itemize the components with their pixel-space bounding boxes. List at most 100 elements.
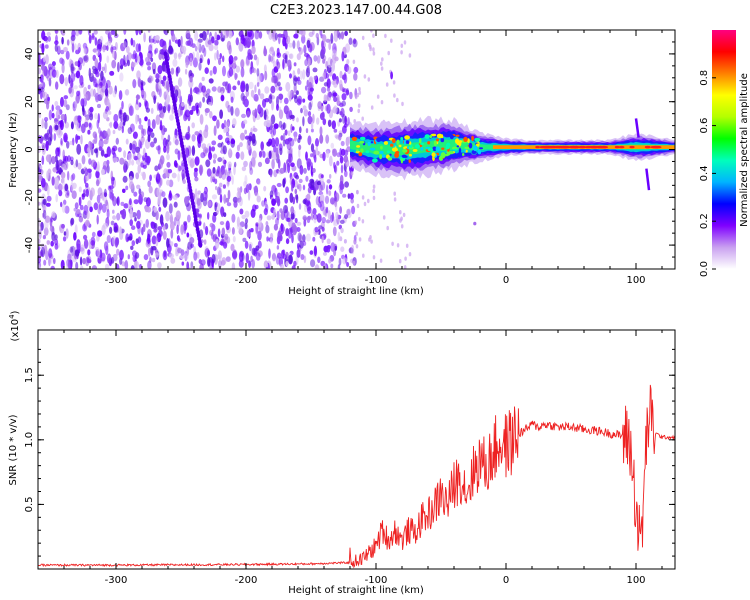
noise-dot — [90, 240, 95, 246]
band-blotch — [427, 141, 431, 145]
noise-dot — [181, 261, 185, 266]
colorbar-label: Normalized spectral amplitude — [739, 73, 750, 227]
noise-dot — [171, 172, 177, 179]
noise-dot — [288, 94, 292, 102]
noise-dot — [326, 219, 331, 224]
noise-dot — [62, 149, 65, 160]
noise-dot — [54, 30, 58, 34]
x-tick-label: 0 — [503, 275, 509, 286]
noise-dot — [181, 45, 187, 53]
noise-dot — [342, 257, 348, 265]
noise-dot — [391, 241, 394, 246]
noise-dot — [178, 52, 181, 60]
noise-dot — [78, 47, 81, 53]
noise-dot — [38, 52, 41, 63]
noise-dot — [312, 67, 318, 73]
noise-dot — [157, 144, 161, 155]
noise-dot — [113, 121, 119, 130]
noise-dot — [357, 108, 361, 114]
noise-dot — [349, 91, 353, 100]
noise-dot — [189, 87, 193, 97]
band-blotch — [430, 133, 437, 137]
noise-dot — [336, 160, 340, 166]
noise-dot — [317, 203, 323, 208]
noise-dot — [268, 94, 273, 104]
noise-dot — [284, 129, 288, 136]
noise-dot — [291, 184, 294, 192]
noise-dot — [286, 217, 291, 222]
noise-dot — [204, 67, 209, 74]
noise-dot — [112, 253, 118, 262]
noise-dot — [253, 54, 258, 61]
noise-dot — [129, 198, 132, 206]
noise-dot — [398, 259, 402, 264]
noise-dot — [332, 54, 337, 64]
noise-dot — [298, 234, 303, 243]
noise-dot — [145, 155, 151, 164]
y-tick-label: -40 — [24, 237, 35, 253]
noise-dot — [94, 112, 98, 120]
noise-dot — [109, 188, 114, 194]
noise-dot — [245, 58, 250, 67]
noise-dot — [139, 264, 142, 269]
noise-dot — [75, 261, 79, 269]
noise-dot — [76, 90, 80, 97]
noise-dot — [97, 187, 103, 197]
noise-dot — [101, 191, 105, 201]
noise-dot — [121, 125, 125, 134]
noise-dot — [337, 264, 341, 269]
noise-dot — [326, 91, 332, 102]
noise-dot — [405, 243, 409, 248]
noise-dot — [209, 111, 213, 119]
noise-dot — [170, 257, 176, 264]
noise-dot — [155, 35, 160, 41]
noise-dot — [325, 206, 329, 214]
noise-dot — [80, 134, 83, 145]
noise-dot — [243, 98, 249, 108]
noise-dot — [38, 201, 41, 206]
band-peak — [618, 145, 625, 149]
noise-dot — [227, 104, 232, 113]
noise-dot — [338, 224, 342, 230]
noise-dot — [197, 190, 201, 195]
band-peak — [580, 145, 587, 149]
noise-dot — [353, 38, 357, 45]
noise-dot — [230, 243, 235, 252]
noise-dot — [104, 130, 108, 137]
noise-dot — [51, 156, 56, 165]
noise-dot — [47, 137, 52, 146]
noise-dot — [255, 252, 261, 261]
noise-dot — [154, 222, 158, 229]
noise-dot — [344, 181, 349, 188]
noise-dot — [340, 140, 345, 147]
noise-dot — [376, 94, 380, 99]
band-blotch — [474, 137, 481, 142]
noise-dot — [325, 150, 330, 159]
noise-dot — [38, 228, 42, 240]
noise-dot — [110, 220, 115, 226]
noise-dot — [275, 147, 279, 159]
noise-dot — [54, 243, 59, 250]
noise-dot — [244, 174, 248, 185]
noise-dot — [55, 69, 59, 78]
noise-dot — [321, 40, 324, 49]
noise-dot — [78, 196, 82, 206]
noise-dot — [174, 243, 178, 248]
noise-dot — [221, 257, 227, 266]
noise-dot — [153, 137, 157, 144]
noise-dot — [214, 39, 219, 46]
noise-dot — [251, 45, 256, 55]
noise-dot — [270, 232, 274, 240]
x-tick-label: -300 — [105, 275, 128, 286]
noise-dot — [338, 133, 342, 141]
noise-dot — [47, 35, 51, 42]
noise-dot — [78, 215, 84, 223]
noise-dot — [59, 119, 64, 131]
noise-dot — [77, 60, 81, 68]
x-tick-label: 100 — [626, 575, 645, 586]
y-tick-label: 0 — [24, 146, 35, 152]
noise-dot — [285, 228, 289, 237]
noise-dot — [277, 158, 281, 169]
noise-dot — [156, 173, 161, 183]
noise-dot — [80, 265, 84, 269]
